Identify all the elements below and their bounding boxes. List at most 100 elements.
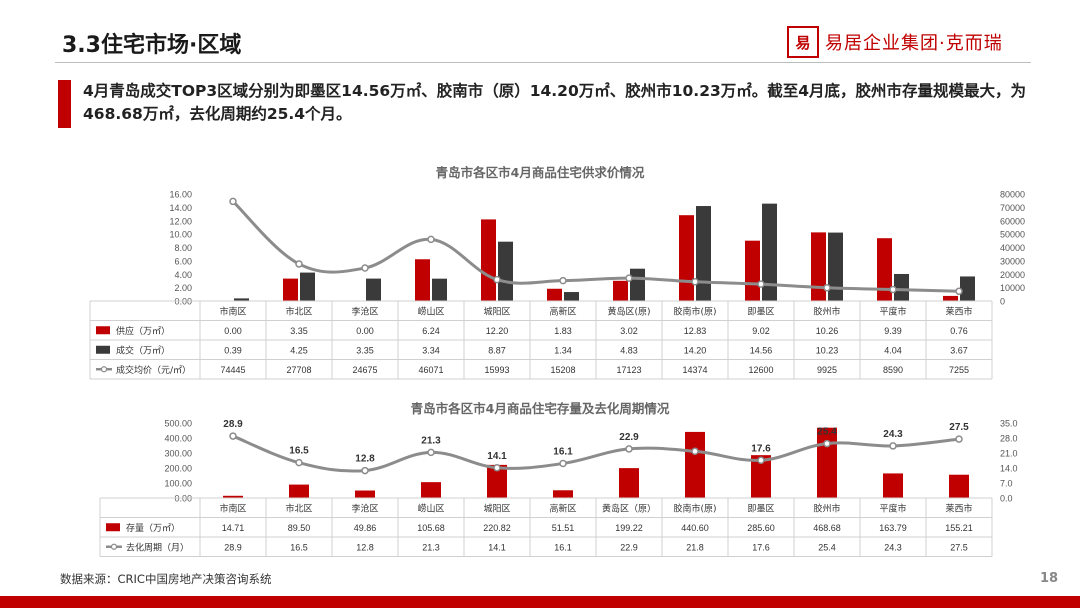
chart2-value-label: 468.68 (813, 523, 841, 533)
chart1-value-label: 74445 (220, 365, 245, 375)
chart1-category-label: 胶南市(原) (673, 305, 716, 317)
chart1-legend-marker (100, 366, 108, 373)
chart2-right-tick-label: 35.0 (1000, 419, 1018, 429)
title-divider (55, 62, 1031, 63)
chart2-line-point (955, 435, 963, 443)
chart1-line-point (625, 274, 633, 282)
chart2-value-label: 12.8 (356, 542, 374, 552)
chart1-bar-a (481, 219, 496, 301)
page-number: 18 (1040, 571, 1059, 586)
chart2-value-label: 16.1 (554, 542, 572, 552)
chart1-left-tick-label: 2.00 (174, 283, 192, 293)
chart1-category-label: 城阳区 (483, 306, 510, 317)
chart1-category-label: 黄岛区(原) (607, 305, 650, 317)
chart2-line-point (823, 439, 831, 448)
chart1-title: 青岛市各区市4月商品住宅供求价情况 (435, 165, 645, 180)
chart1-line-point (757, 280, 765, 288)
chart2-value-label: 16.5 (290, 542, 308, 552)
chart2-value-label: 49.86 (354, 523, 377, 533)
chart2-bar-a (685, 431, 705, 498)
chart1-line-point (559, 276, 567, 285)
chart2-value-label: 199.22 (615, 523, 643, 533)
chart1-value-label: 9925 (817, 365, 837, 375)
chart2-right-tick-label: 0.0 (1000, 494, 1013, 504)
bottom-accent-bar (0, 596, 1080, 608)
chart2-line-series (232, 434, 960, 473)
chart2-category-label: 即墨区 (747, 503, 774, 514)
chart2-value-label: 21.3 (422, 542, 440, 552)
chart2-value-label: 17.6 (752, 542, 770, 552)
chart1-legend-label: 成交（万㎡） (116, 344, 170, 356)
chart1-value-label: 9.39 (884, 326, 902, 336)
chart1-category-label: 高新区 (549, 305, 576, 317)
chart1-value-label: 14.20 (684, 345, 707, 355)
chart1-value-label: 12600 (748, 365, 773, 375)
chart2-point-label: 17.6 (751, 443, 771, 454)
chart2-line-point (361, 466, 369, 475)
chart1-value-label: 3.34 (422, 345, 440, 355)
chart2-category-label: 市北区 (285, 502, 312, 514)
chart1-value-label: 1.83 (554, 326, 572, 336)
chart1-category-label: 平度市 (879, 305, 906, 317)
chart1-value-label: 12.83 (684, 326, 707, 336)
summary-accent-bar (58, 80, 71, 128)
chart1-value-label: 3.35 (290, 326, 308, 336)
chart1-line-point (427, 235, 435, 244)
chart2-bar-a (487, 464, 507, 498)
chart1-line-point (361, 264, 369, 272)
chart1-bar-a (745, 240, 760, 301)
chart2-line-point (295, 458, 303, 467)
chart2-right-tick-label: 21.0 (1000, 449, 1018, 459)
chart1-bar-a (415, 259, 430, 301)
chart1-bar-b (894, 273, 909, 301)
chart2-value-label: 163.79 (879, 523, 907, 533)
chart2-line-point (889, 442, 897, 450)
chart2-right-tick-label: 14.0 (1000, 464, 1018, 474)
chart2-line-point (427, 448, 435, 457)
chart1-bar-a (547, 288, 562, 301)
chart2-point-label: 21.3 (421, 435, 441, 446)
chart1-left-tick-label: 8.00 (174, 243, 192, 253)
chart1-value-label: 8.87 (488, 345, 506, 355)
chart1-line-point (493, 275, 501, 284)
chart1-value-label: 4.04 (884, 345, 902, 355)
chart1-right-tick-label: 20000 (1000, 270, 1025, 280)
chart2-category-label: 李沧区 (351, 502, 378, 514)
chart1-left-tick-label: 6.00 (174, 256, 192, 266)
chart1-line-point (691, 278, 699, 286)
chart1-bar-b (234, 298, 249, 301)
chart2-category-label: 崂山区 (417, 503, 444, 514)
chart2-category-label: 城阳区 (483, 503, 510, 514)
chart2-category-label: 莱西市 (945, 502, 972, 514)
chart1-value-label: 17123 (616, 365, 641, 375)
chart2-right-tick-label: 28.0 (1000, 434, 1018, 444)
chart1-legend-label: 供应（万㎡） (116, 325, 170, 337)
chart1-legend-label: 成交均价（元/㎡） (116, 364, 191, 376)
chart1-category-label: 莱西市 (945, 305, 972, 317)
chart1-category-label: 李沧区 (351, 305, 378, 317)
chart1-bar-b (564, 292, 579, 301)
chart1-value-label: 27708 (286, 365, 311, 375)
chart2-bar-a (751, 455, 771, 498)
chart1-value-label: 12.20 (486, 326, 509, 336)
chart2-legend-label: 存量（万㎡） (126, 522, 180, 534)
chart2-line-point (691, 447, 699, 456)
chart1-bar-a (613, 280, 628, 301)
chart2-bar-a (223, 495, 243, 498)
chart1-legend-swatch (96, 345, 110, 354)
chart1-value-label: 0.39 (224, 345, 242, 355)
chart2-value-label: 440.60 (681, 523, 709, 533)
chart1-legend-swatch (96, 326, 110, 335)
chart2-legend-label: 去化周期（月） (126, 541, 189, 553)
company-logo: 易 易居企业集团·克而瑞 (787, 25, 1003, 59)
chart1-category-label: 市南区 (219, 305, 246, 317)
chart1-value-label: 3.67 (950, 345, 968, 355)
chart1-category-label: 崂山区 (417, 306, 444, 317)
chart1-value-label: 6.24 (422, 326, 440, 336)
chart2-line-point (493, 464, 501, 472)
data-source: 数据来源：CRIC中国房地产决策咨询系统 (60, 572, 272, 586)
summary-text: 4月青岛成交TOP3区域分别为即墨区14.56万㎡、胶南市（原）14.20万㎡、… (83, 82, 1027, 123)
chart1-value-label: 8590 (883, 365, 903, 375)
chart2-category-label: 胶州市 (813, 502, 840, 514)
